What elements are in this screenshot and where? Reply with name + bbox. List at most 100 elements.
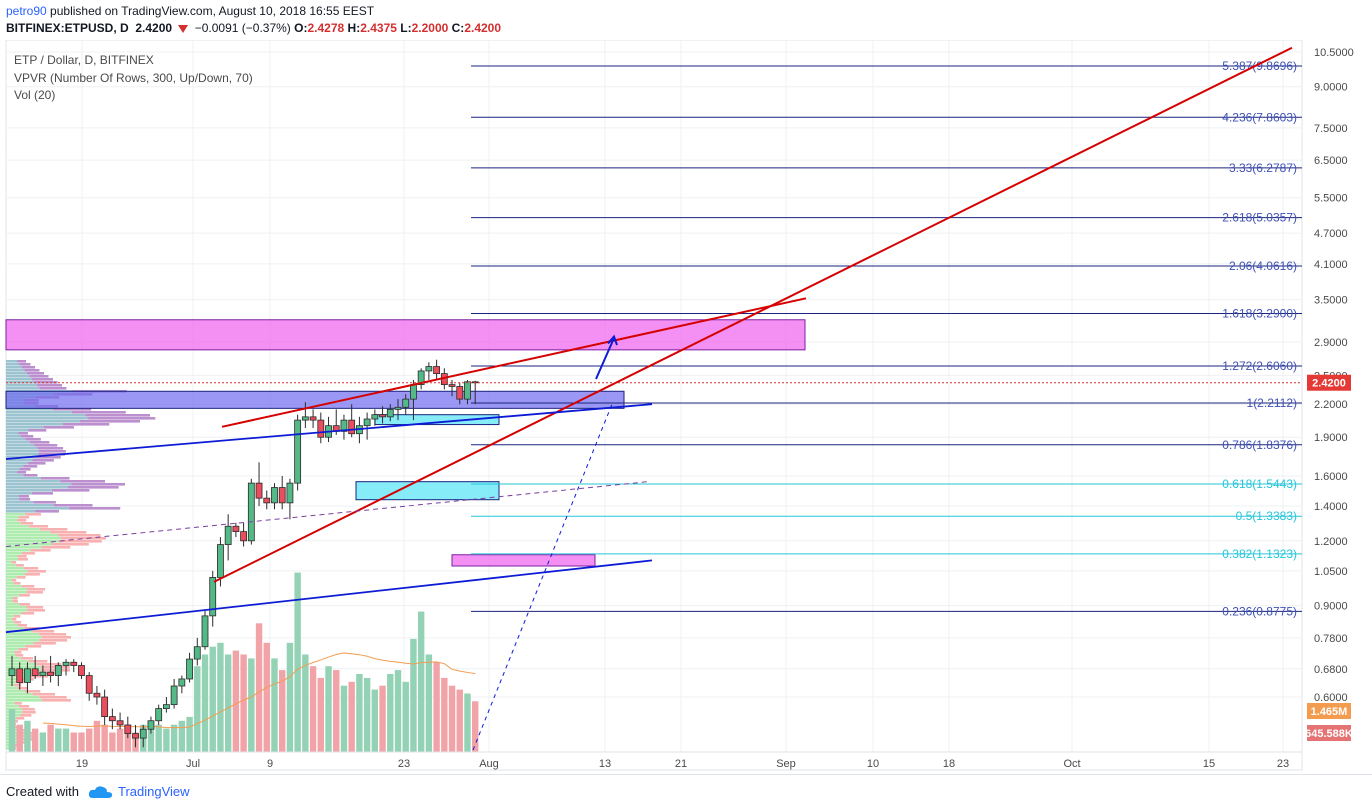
vpvr-down-bar xyxy=(23,474,38,477)
vpvr-down-bar xyxy=(17,624,27,627)
candle-body xyxy=(433,366,441,375)
candle-body xyxy=(240,531,248,542)
vpvr-up-bar xyxy=(6,564,16,567)
candle-body xyxy=(124,724,132,735)
candle-body xyxy=(294,419,302,484)
vpvr-down-bar xyxy=(23,465,38,468)
vpvr-up-bar xyxy=(6,363,20,366)
vpvr-up-bar xyxy=(6,549,31,552)
time-tick-label: 18 xyxy=(943,758,955,770)
vpvr-down-bar xyxy=(62,423,110,426)
time-tick-label: 15 xyxy=(1203,758,1215,770)
vpvr-down-bar xyxy=(20,522,34,525)
vpvr-down-bar xyxy=(34,381,58,384)
price-tick-label: 2.2000 xyxy=(1314,399,1348,411)
candle-body xyxy=(217,544,224,578)
vpvr-up-bar xyxy=(6,384,37,387)
ohlc-c: 2.4200 xyxy=(464,21,502,35)
last-price-badge: 2.4200 xyxy=(1312,378,1346,390)
candle-body xyxy=(317,419,325,438)
vpvr-down-bar xyxy=(53,504,93,507)
vpvr-down-bar xyxy=(16,576,26,579)
volume-bar xyxy=(224,654,232,752)
vpvr-up-bar xyxy=(6,519,18,522)
vpvr-up-bar xyxy=(6,360,17,363)
volume-ma-badge: 1.465M xyxy=(1311,706,1348,718)
vpvr-down-bar xyxy=(71,483,125,486)
vpvr-up-bar xyxy=(6,609,28,612)
volume-bar xyxy=(16,724,23,752)
volume-bar xyxy=(363,677,371,752)
author-link[interactable]: petro90 xyxy=(6,4,47,18)
vpvr-down-bar xyxy=(19,714,32,717)
candle-body xyxy=(340,419,348,432)
volume-bar xyxy=(147,728,155,752)
vpvr-up-bar xyxy=(6,678,22,681)
fib-levels: 0.236(0.8775) 0.382(1.1323) 0.5(1.3383) 0.6… xyxy=(471,59,1302,618)
vpvr-down-bar xyxy=(33,501,56,504)
vpvr-up-bar xyxy=(6,513,26,516)
volume-bar xyxy=(379,685,386,752)
vpvr-down-bar xyxy=(41,546,71,549)
volume-bar xyxy=(116,728,124,752)
vpvr-up-bar xyxy=(6,690,25,693)
vpvr-up-bar xyxy=(6,687,18,690)
vpvr-down-bar xyxy=(71,411,126,414)
vpvr-down-bar xyxy=(39,528,68,531)
volume-bar xyxy=(78,732,85,752)
volume-bar xyxy=(39,732,47,752)
vpvr-up-bar xyxy=(6,693,33,696)
volume-bar xyxy=(441,677,448,752)
vpvr-down-bar xyxy=(14,684,22,687)
volume-bar xyxy=(101,724,108,752)
vpvr-up-bar xyxy=(6,444,35,447)
vpvr-up-bar xyxy=(6,537,61,540)
vpvr-up-bar xyxy=(6,480,61,483)
candle-body xyxy=(348,419,356,435)
vpvr-down-bar xyxy=(29,375,49,378)
vpvr-down-bar xyxy=(52,408,92,411)
vpvr-down-bar xyxy=(68,507,121,510)
vpvr-up-bar xyxy=(6,420,80,423)
candle-body xyxy=(271,487,278,504)
vpvr-up-bar xyxy=(6,447,38,450)
price-chart[interactable]: 0.236(0.8775) 0.382(1.1323) 0.5(1.3383) 0.6… xyxy=(0,40,1372,774)
candle-body xyxy=(101,696,109,718)
fib-label: 1(2.2112) xyxy=(1247,396,1297,410)
ohlc-o-label: O: xyxy=(294,21,308,35)
vpvr-up-bar xyxy=(6,633,40,636)
fib-label: 0.382(1.1323) xyxy=(1222,547,1297,561)
legend-vol: Vol (20) xyxy=(14,88,56,102)
vpvr-down-bar xyxy=(29,525,49,528)
vpvr-up-bar xyxy=(6,642,34,645)
vpvr-up-bar xyxy=(6,702,15,705)
volume-bar xyxy=(448,685,456,752)
vpvr-up-bar xyxy=(6,597,13,600)
vpvr-up-bar xyxy=(6,498,20,501)
blue-dashed-projection xyxy=(472,404,613,751)
vpvr-down-bar xyxy=(31,492,54,495)
volume-bar xyxy=(371,689,379,752)
vpvr-down-bar xyxy=(25,645,42,648)
price-tick-label: 0.6000 xyxy=(1314,692,1348,704)
vpvr-up-bar xyxy=(6,582,14,585)
volume-bar xyxy=(194,666,201,752)
header-bar: petro90 published on TradingView.com, Au… xyxy=(0,0,1372,40)
vpvr-up-bar xyxy=(6,648,19,651)
candle-body xyxy=(147,720,155,730)
vpvr-down-bar xyxy=(24,627,40,630)
change-text: −0.0091 (−0.37%) xyxy=(194,21,291,35)
volume-bar xyxy=(86,728,93,752)
time-tick-label: Oct xyxy=(1063,758,1080,770)
tradingview-link[interactable]: TradingView xyxy=(118,784,190,799)
vpvr-up-bar xyxy=(6,540,59,543)
candle-body xyxy=(425,366,433,372)
volume-bar xyxy=(186,716,193,752)
vpvr-down-bar xyxy=(14,621,22,624)
vpvr-down-bar xyxy=(34,444,58,447)
candle-body xyxy=(47,671,54,676)
vpvr-down-bar xyxy=(58,540,102,543)
vpvr-up-bar xyxy=(6,462,28,465)
candle-body xyxy=(456,386,464,400)
volume-bars xyxy=(8,572,479,752)
